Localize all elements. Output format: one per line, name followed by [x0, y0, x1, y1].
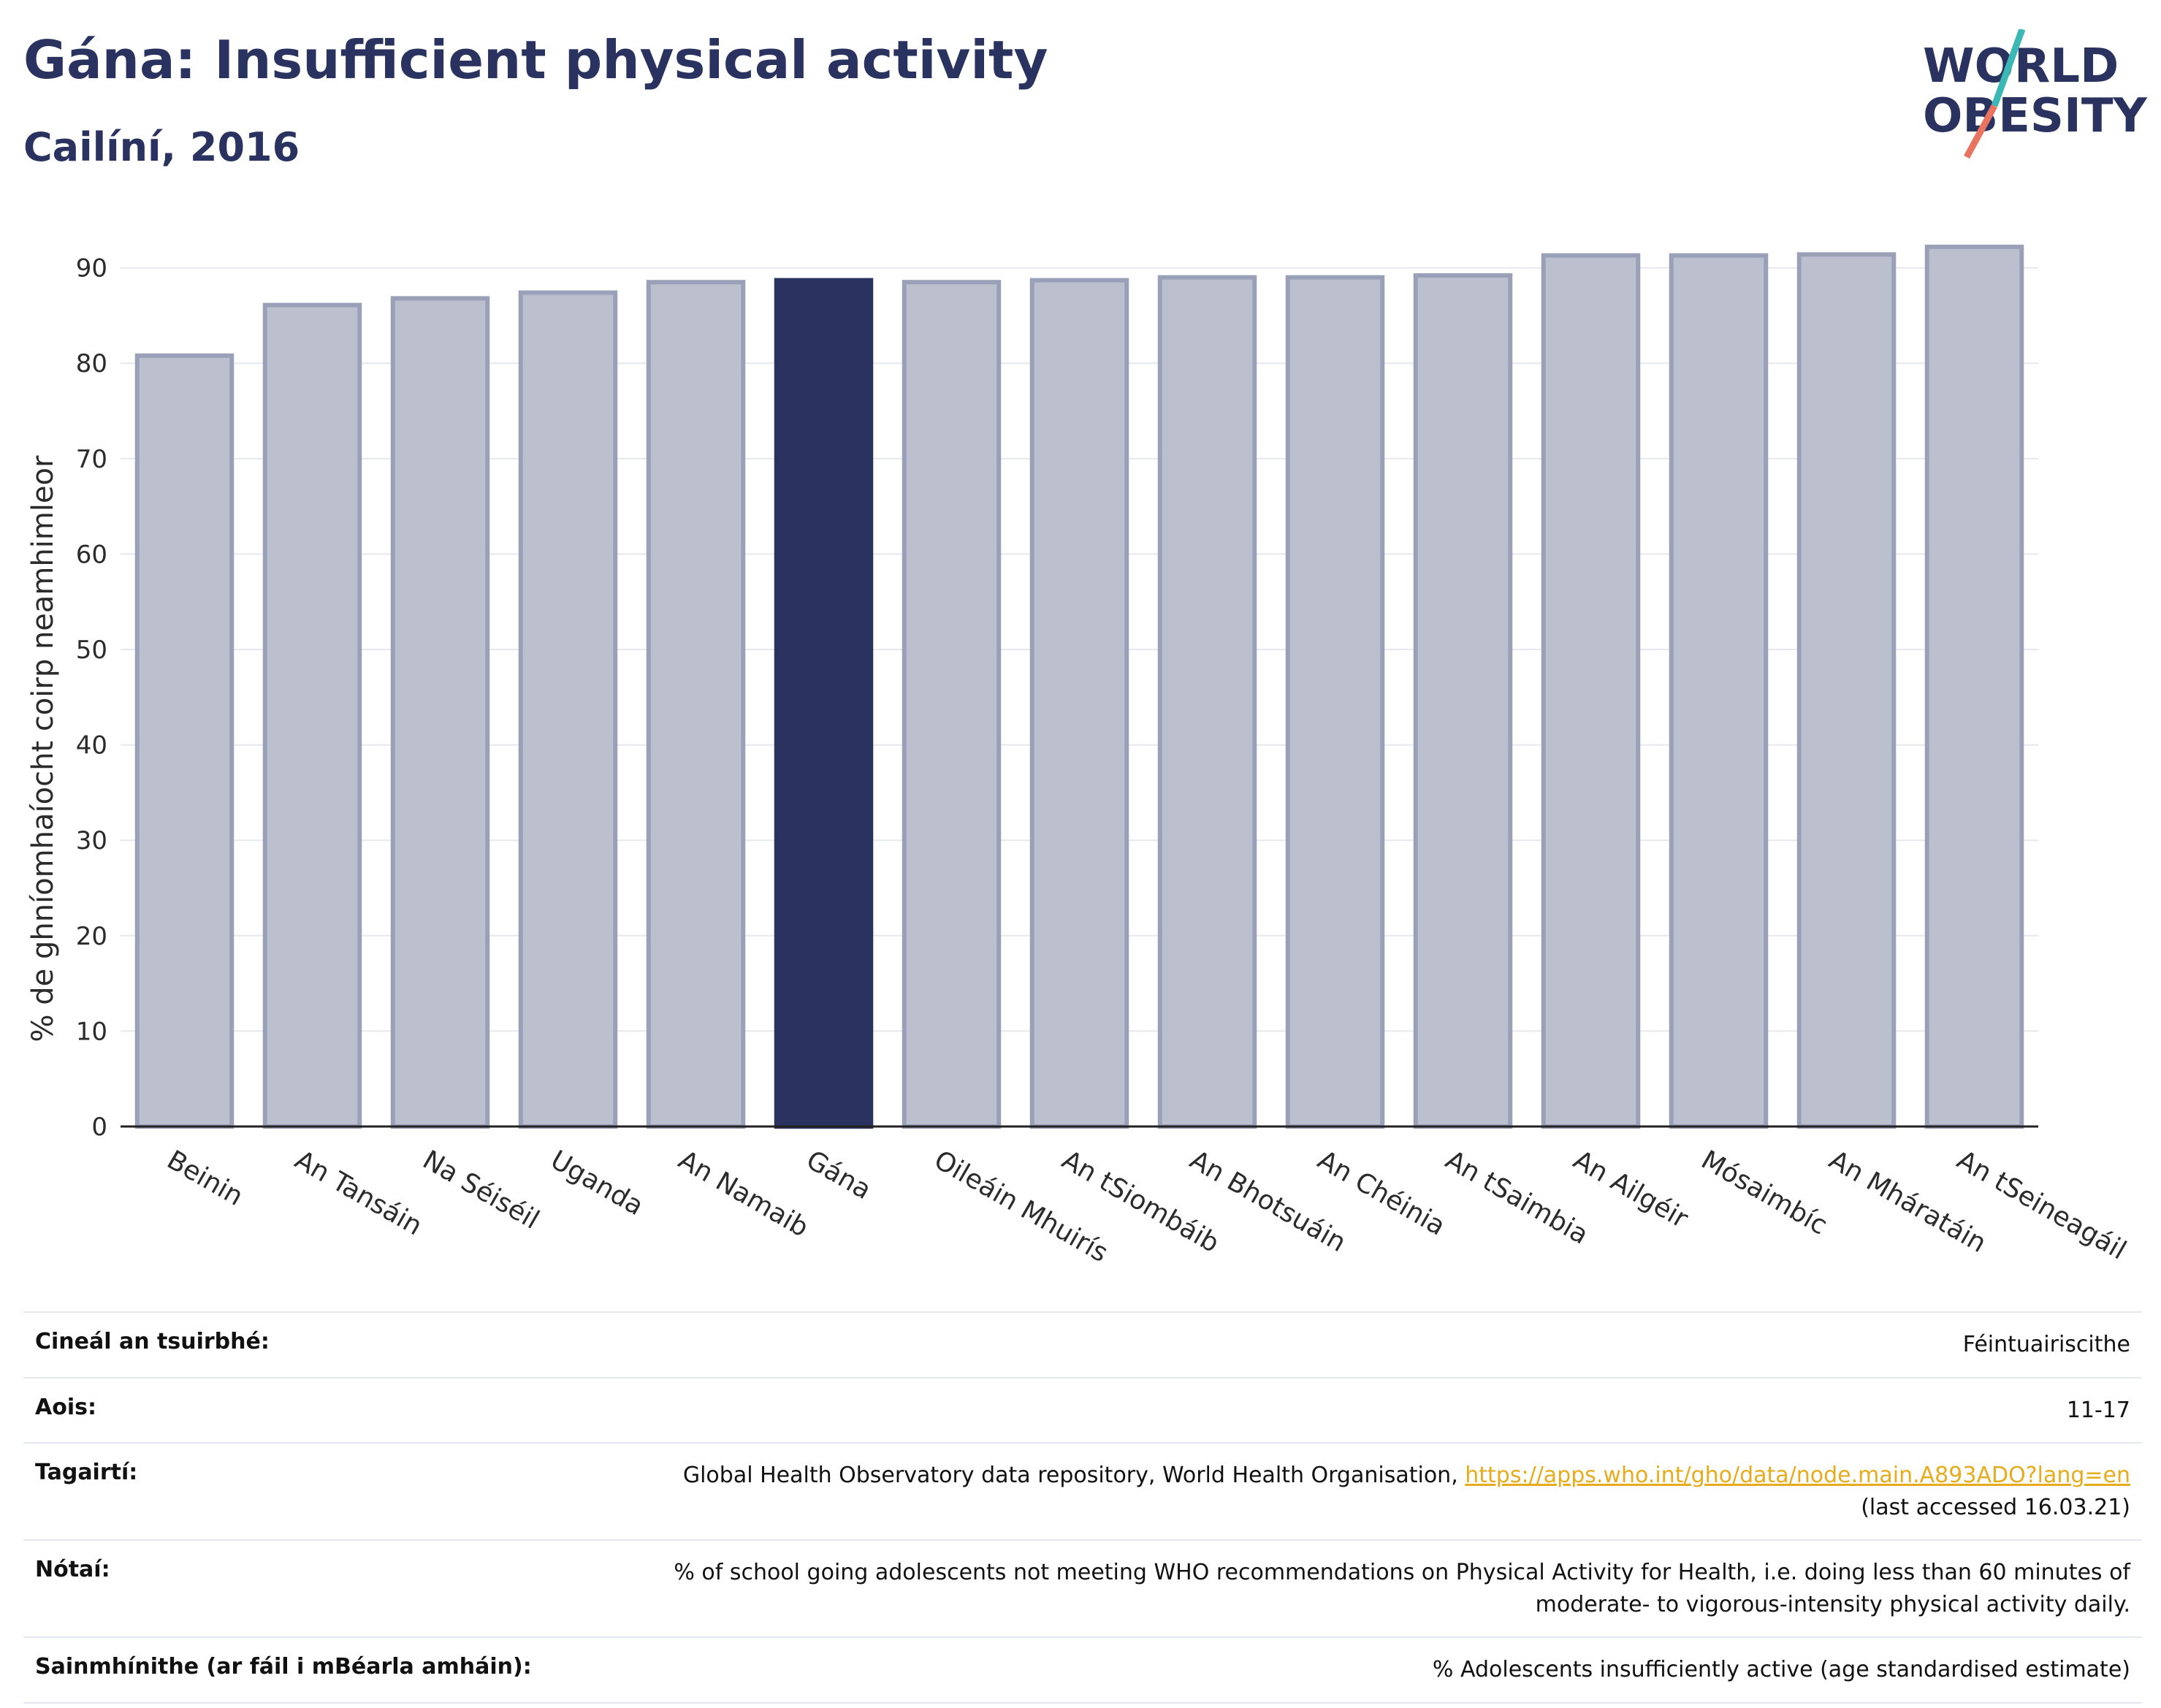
bar-5 — [774, 278, 874, 1129]
chart-title: Gána: Insufficient physical activity — [23, 29, 1048, 91]
x-tick-label: Mósaimbíc — [1696, 1145, 1832, 1240]
reference-accessed: (last accessed 16.03.21) — [1861, 1494, 2130, 1520]
info-key: Tagairtí: — [35, 1460, 138, 1485]
logo-slash-coral — [1964, 104, 1997, 159]
bar-2 — [390, 296, 490, 1129]
logo-line-world: WORLD — [1923, 39, 2119, 94]
bar-3 — [518, 290, 618, 1129]
logo-line-obesity: OBESITY — [1923, 89, 2147, 143]
info-row-references: Tagairtí: Global Health Observatory data… — [23, 1443, 2142, 1540]
bar-4 — [646, 280, 746, 1129]
notes-line-1: % of school going adolescents not meetin… — [674, 1560, 2130, 1585]
y-tick-labels: 0 10 20 30 40 50 60 70 80 90 — [76, 254, 107, 1142]
bar-7 — [1029, 278, 1129, 1129]
y-tick-label: 60 — [76, 540, 107, 569]
reference-link[interactable]: https://apps.who.int/gho/data/node.main.… — [1465, 1463, 2130, 1488]
info-row-notes: Nótaí: % of school going adolescents not… — [23, 1540, 2142, 1637]
y-axis-label: % de ghníomhaíocht coirp neamhimleor — [26, 455, 60, 1042]
info-row-definitions: Sainmhínithe (ar fáil i mBéarla amháin):… — [23, 1637, 2142, 1703]
info-key: Nótaí: — [35, 1557, 110, 1582]
bar-13 — [1796, 252, 1897, 1129]
y-tick-label: 50 — [76, 636, 107, 665]
logo-slash-teal — [1991, 29, 2026, 107]
bar-14 — [1924, 244, 2024, 1129]
info-value: % of school going adolescents not meetin… — [573, 1540, 2142, 1637]
y-tick-label: 70 — [76, 445, 107, 474]
bar-10 — [1413, 273, 1513, 1129]
info-row-survey-type: Cineál an tsuirbhé: Féintuairiscithe — [23, 1312, 2142, 1378]
world-obesity-logo: WORLD OBESITY — [1923, 29, 2147, 159]
bar-9 — [1285, 275, 1385, 1129]
y-tick-label: 90 — [76, 254, 107, 283]
info-value: Féintuairiscithe — [1962, 1332, 2130, 1357]
reference-text: Global Health Observatory data repositor… — [682, 1463, 1466, 1488]
notes-line-2: moderate- to vigorous-intensity physical… — [1535, 1591, 2130, 1617]
bar-1 — [262, 302, 362, 1129]
x-tick-label: An tSaimbia — [1441, 1145, 1593, 1250]
y-tick-label: 30 — [76, 826, 107, 855]
bar-0 — [134, 353, 235, 1129]
y-tick-label: 10 — [76, 1017, 107, 1046]
y-tick-label: 0 — [91, 1113, 107, 1142]
x-tick-label: Beinin — [162, 1145, 248, 1212]
info-table: Cineál an tsuirbhé: Féintuairiscithe Aoi… — [23, 1311, 2142, 1704]
info-key: Cineál an tsuirbhé: — [35, 1329, 270, 1354]
info-value: % Adolescents insufficiently active (age… — [1432, 1657, 2130, 1682]
info-value: Global Health Observatory data repositor… — [573, 1443, 2142, 1540]
bars — [134, 244, 2024, 1129]
x-tick-label: An Namaib — [674, 1145, 814, 1243]
bar-8 — [1157, 275, 1257, 1129]
info-row-age: Aois: 11-17 — [23, 1377, 2142, 1444]
x-tick-label: An Tansáin — [290, 1145, 427, 1241]
info-value: 11-17 — [2066, 1397, 2130, 1423]
bar-11 — [1541, 253, 1641, 1129]
y-tick-label: 80 — [76, 349, 107, 378]
chart-subtitle: Cailíní, 2016 — [23, 124, 300, 170]
x-tick-label: Uganda — [546, 1145, 649, 1221]
y-tick-label: 40 — [76, 731, 107, 760]
info-key: Aois: — [35, 1394, 96, 1420]
info-key: Sainmhínithe (ar fáil i mBéarla amháin): — [35, 1654, 532, 1680]
x-tick-label: Na Séiséil — [418, 1145, 544, 1235]
x-tick-label: Gána — [801, 1145, 877, 1205]
bar-6 — [902, 280, 1002, 1129]
y-tick-label: 20 — [76, 922, 107, 951]
bar-12 — [1669, 253, 1769, 1129]
